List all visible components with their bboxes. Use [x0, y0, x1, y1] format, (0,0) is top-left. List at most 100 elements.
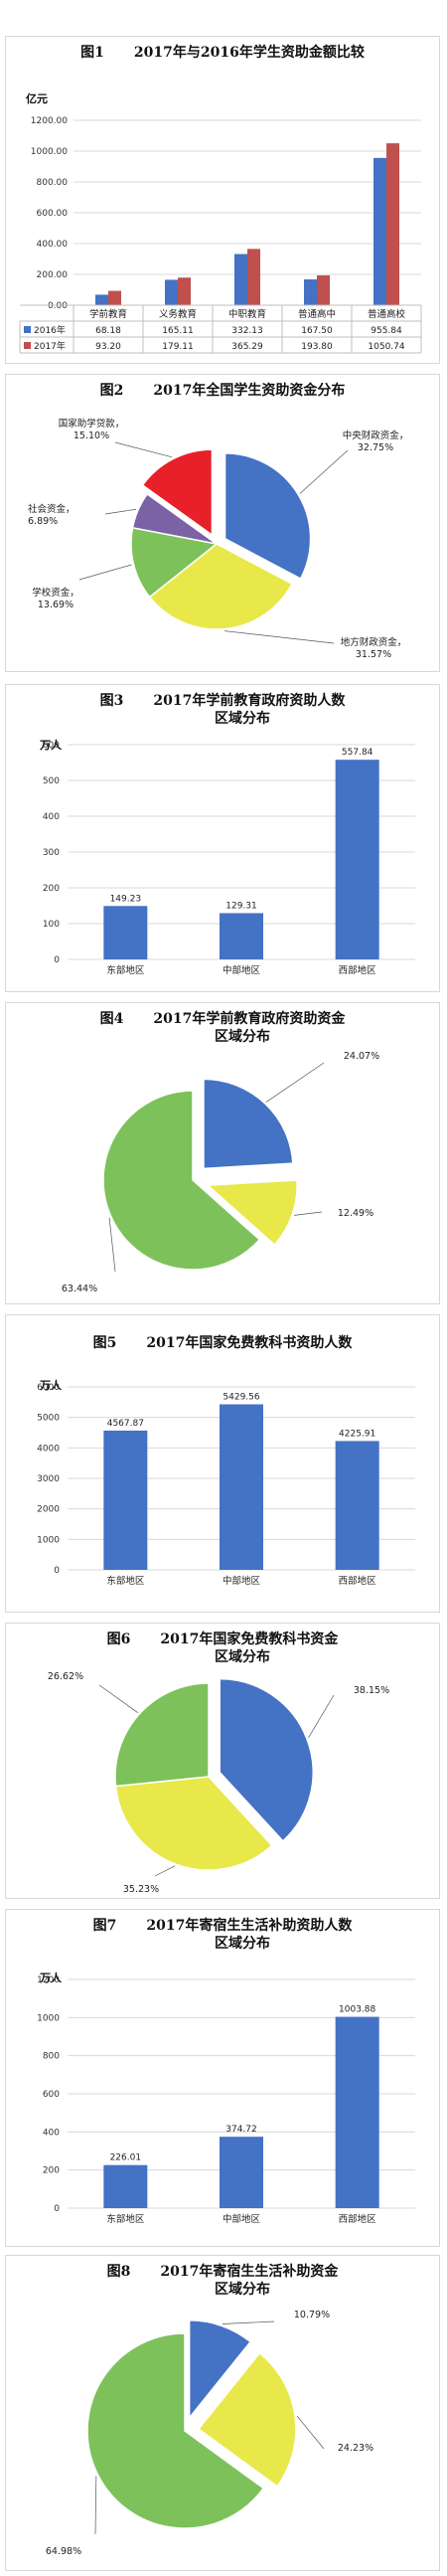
chart-title: 图7 2017年寄宿生生活补助资助人数 [6, 1918, 439, 1935]
bar [220, 913, 263, 959]
chart-title-text: 2017年寄宿生生活补助资金 [160, 2264, 339, 2280]
figure-number: 图5 [92, 1335, 117, 1351]
leader-line [108, 1217, 116, 1273]
pie-slice [114, 1682, 210, 1788]
bar [95, 294, 108, 305]
y-tick-label: 0 [54, 2204, 60, 2214]
pie-slice [102, 1090, 261, 1271]
slice-label: 35.23% [123, 1884, 159, 1895]
figure-number: 图2 [99, 383, 124, 399]
data-label: 374.72 [225, 2125, 257, 2135]
leader-line [104, 508, 137, 515]
chart-subtitle: 区域分布 [215, 711, 270, 727]
slice-label: 10.79% [294, 2310, 330, 2320]
y-axis-unit: 亿元 [26, 92, 48, 105]
leader-line [154, 1865, 176, 1877]
slice-label: 15.10% [74, 430, 109, 441]
chart-title: 图5 2017年国家免费教科书资助人数 [6, 1335, 439, 1352]
y-tick-label: 300 [43, 848, 60, 858]
y-tick-label: 0 [54, 955, 60, 965]
y-tick-label: 1000 [37, 2013, 60, 2023]
leader-line [222, 2320, 275, 2324]
slice-label: 24.07% [344, 1051, 379, 1062]
chart-subtitle: 区域分布 [215, 1936, 270, 1952]
figure-number: 图8 [106, 2264, 131, 2280]
bar [165, 279, 178, 305]
bar [220, 2137, 263, 2208]
y-tick-label: 5000 [37, 1414, 60, 1424]
data-label: 149.23 [110, 894, 142, 904]
bar-chart-svg: 0 100 200 300 400 500 600 149.23 东部地区 129.31 中部地区 5… [43, 741, 415, 976]
bar-chart-svg: 0 1000 2000 3000 4000 5000 6000 4567.87 东部地区 5429… [37, 1383, 415, 1587]
y-tick-label: 1000 [37, 1535, 60, 1545]
y-tick-label: 100 [43, 920, 60, 930]
category-label: 西部地区 [339, 2213, 377, 2225]
data-label: 5429.56 [223, 1392, 259, 1402]
category-label: 东部地区 [106, 964, 145, 976]
bar [103, 2164, 148, 2208]
pie-slice [130, 526, 219, 599]
y-tick-label: 600 [43, 2090, 60, 2100]
leader-line [224, 630, 335, 644]
chart-subtitle: 区域分布 [215, 1649, 270, 1665]
bar [304, 279, 317, 305]
slice-label: 地方财政资金， [341, 636, 407, 648]
category-label: 中部地区 [223, 1575, 261, 1587]
pie-slice [114, 1776, 273, 1871]
data-table-cell: 167.50 [301, 326, 333, 336]
figure-number: 图6 [106, 1631, 131, 1647]
chart-panel-4: 图4 2017年学前教育政府资助资金 区域分布 24.07% 12.49% 63.44… [5, 1002, 440, 1304]
chart-subtitle: 区域分布 [215, 1029, 270, 1045]
chart-title-text: 2017年学前教育政府资助人数 [153, 693, 346, 709]
y-tick-label: 800.00 [37, 178, 69, 188]
data-table-cell: 165.11 [162, 326, 194, 336]
bar [335, 2016, 379, 2208]
slice-label: 国家助学贷款， [59, 418, 125, 429]
data-table-cell: 179.11 [162, 342, 194, 352]
legend-label: 2016年 [34, 324, 66, 336]
bar-chart-svg: 0.00 200.00 400.00 600.00 800.00 1000.00 1200.… [19, 116, 422, 354]
y-tick-label: 6000 [37, 1383, 60, 1393]
chart-title-text: 2017年寄宿生生活补助资助人数 [146, 1918, 353, 1934]
pie-slice [219, 1677, 314, 1842]
chart-title: 图1 2017年与2016年学生资助金额比较 [6, 45, 439, 62]
y-axis-unit: 万人 [40, 1972, 62, 1984]
category-label: 东部地区 [106, 1575, 145, 1587]
pie-slice [206, 1179, 298, 1247]
category-label: 东部地区 [106, 2213, 145, 2225]
data-table-cell: 93.20 [95, 342, 121, 352]
data-table-cell: 193.80 [301, 342, 333, 352]
bar [247, 249, 260, 305]
figure-number: 图7 [92, 1918, 117, 1934]
pie-slice [203, 1078, 294, 1170]
slice-label: 32.75% [358, 442, 393, 453]
slice-label: 24.23% [338, 2443, 373, 2454]
y-tick-label: 200 [43, 884, 60, 894]
bar [335, 760, 379, 959]
figure-number: 图3 [99, 693, 124, 709]
leader-line [296, 2415, 325, 2450]
bar-chart-svg: 0 200 400 600 800 1000 1200 226.01 东部地区 374.72 中部地… [37, 1975, 415, 2225]
leader-line [114, 441, 173, 458]
pie-slice [131, 492, 218, 545]
bar [234, 254, 247, 305]
category-label: 义务教育 [159, 308, 197, 320]
slice-label: 63.44% [62, 1284, 97, 1294]
y-tick-label: 2000 [37, 1505, 60, 1515]
y-tick-label: 3000 [37, 1474, 60, 1484]
bar [108, 290, 121, 305]
slice-label: 12.49% [338, 1208, 373, 1219]
data-table-cell: 365.29 [231, 342, 263, 352]
category-label: 中职教育 [228, 308, 266, 320]
y-tick-label: 200.00 [37, 270, 69, 280]
category-label: 西部地区 [339, 1575, 377, 1587]
data-label: 4567.87 [107, 1419, 144, 1429]
y-tick-label: 0.00 [48, 301, 68, 311]
bar [317, 274, 330, 305]
leader-line [299, 449, 349, 494]
slice-label: 26.62% [48, 1671, 83, 1682]
leader-line [265, 1062, 325, 1103]
slice-label: 6.89% [28, 516, 58, 527]
chart-panel-6: 图6 2017年国家免费教科书资金 区域分布 38.15% 35.23% 26.62% [5, 1623, 440, 1899]
y-tick-label: 400.00 [37, 240, 69, 250]
